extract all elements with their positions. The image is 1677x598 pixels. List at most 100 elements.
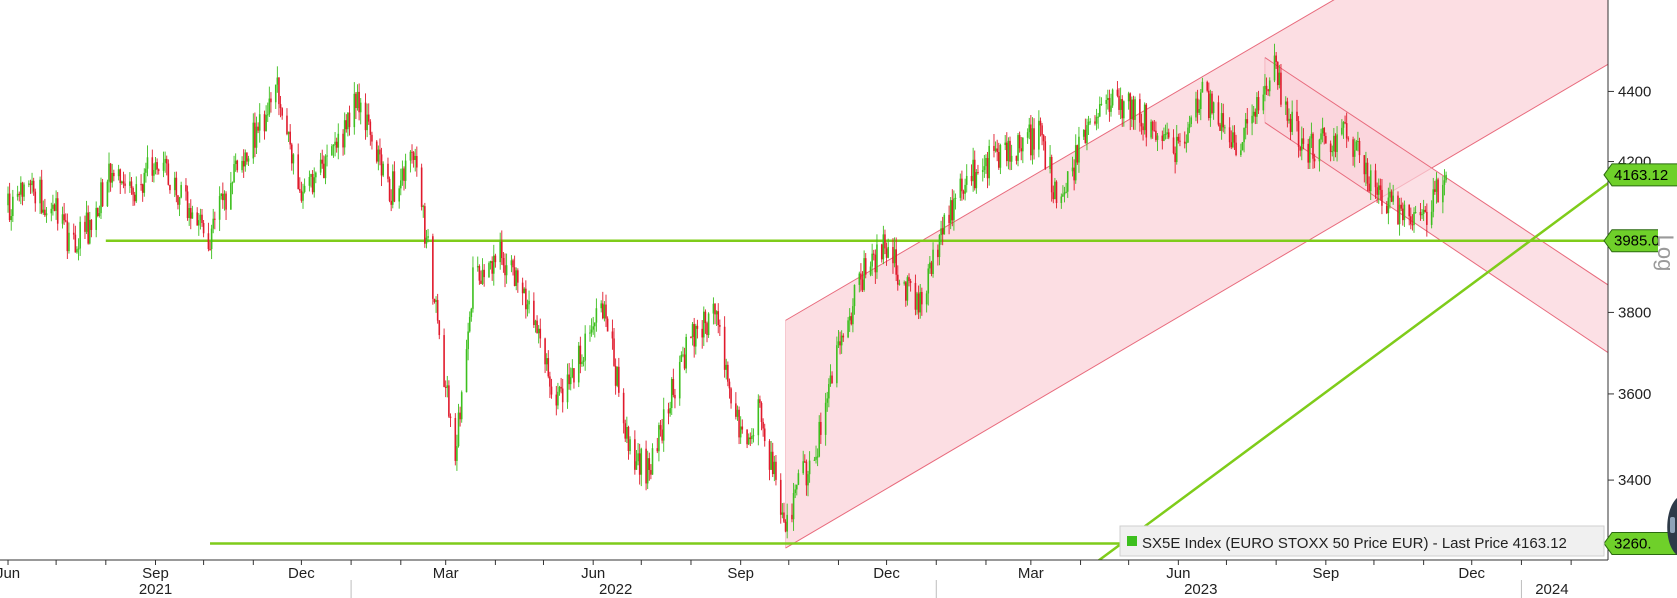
candle-body <box>1414 212 1417 214</box>
candle-body <box>1211 93 1213 114</box>
candle-body <box>268 98 271 115</box>
candle-body <box>808 460 811 475</box>
candle-body <box>1015 155 1018 161</box>
candle-body <box>1329 143 1332 152</box>
x-month-label: Sep <box>727 565 754 582</box>
x-month-label: Jun <box>581 565 605 582</box>
candle-body <box>276 77 279 85</box>
candle-body <box>715 311 718 315</box>
candle-body <box>153 169 155 176</box>
candle-body <box>629 439 631 452</box>
candle-body <box>618 366 620 393</box>
candle-body <box>1224 127 1226 129</box>
candle-body <box>154 162 157 170</box>
candle-body <box>391 171 394 205</box>
candle-body <box>690 336 692 338</box>
candle-body <box>20 182 22 195</box>
candle-body <box>954 197 957 199</box>
candle-body <box>1244 119 1247 128</box>
candle-body <box>1017 135 1019 161</box>
candle-body <box>547 358 550 377</box>
candle-body <box>1392 195 1394 202</box>
candle-body <box>246 152 248 162</box>
candle-body <box>1437 179 1439 203</box>
candle-body <box>1419 212 1422 216</box>
candle-body <box>270 98 272 103</box>
candle-body <box>860 273 862 280</box>
candle-body <box>244 152 247 167</box>
candle-body <box>117 169 120 177</box>
candle-body <box>1397 195 1399 225</box>
candle-body <box>1042 135 1045 142</box>
candle-body <box>730 388 732 404</box>
candle-body <box>1098 104 1101 117</box>
candle-body <box>135 184 138 202</box>
candle-body <box>775 461 777 480</box>
scroll-handle[interactable] <box>1667 498 1677 555</box>
candle-body <box>1408 204 1411 217</box>
candle-body <box>725 364 728 370</box>
candle-body <box>869 266 872 275</box>
candle-body <box>582 360 585 362</box>
candle-body <box>634 439 636 470</box>
candle-body <box>388 178 391 201</box>
candle-body <box>840 335 843 346</box>
candle-body <box>622 392 625 424</box>
candle-body <box>914 282 917 310</box>
candle-body <box>220 193 223 197</box>
candle-body <box>577 345 580 383</box>
candle-body <box>96 207 99 216</box>
candle-body <box>1430 211 1433 225</box>
candle-body <box>436 299 439 321</box>
candle-body <box>794 489 796 494</box>
candle-body <box>645 448 647 484</box>
candle-body <box>492 255 495 274</box>
candle-body <box>521 282 524 294</box>
candle-body <box>444 386 447 388</box>
candle-body <box>64 220 67 222</box>
candle-body <box>1082 129 1085 137</box>
candle-body <box>1022 137 1024 152</box>
candle-body <box>1355 141 1358 151</box>
candle-body <box>1442 184 1444 203</box>
candle-body <box>324 156 327 179</box>
candle-body <box>300 190 303 201</box>
candle-body <box>23 184 25 197</box>
candle-body <box>943 214 946 235</box>
candle-body <box>1007 140 1010 162</box>
candle-body <box>760 403 763 422</box>
candle-body <box>975 172 978 189</box>
candle-body <box>1323 128 1326 137</box>
candle-body <box>512 260 514 268</box>
candle-body <box>746 429 748 445</box>
candle-body <box>494 255 497 263</box>
candle-body <box>364 102 367 131</box>
candle-body <box>672 379 675 395</box>
candle-body <box>1251 115 1253 124</box>
candle-body <box>997 152 1000 168</box>
candle-body <box>180 185 182 198</box>
candle-body <box>356 91 359 108</box>
candle-body <box>480 280 482 284</box>
candle-body <box>377 149 380 162</box>
candle-body <box>1030 124 1032 156</box>
candle-body <box>768 441 771 470</box>
candle-body <box>1289 118 1292 132</box>
candle-body <box>1062 194 1064 197</box>
candle-body <box>1246 119 1249 124</box>
x-year-label: 2022 <box>599 581 632 598</box>
candle-body <box>638 453 641 475</box>
candle-body <box>1212 102 1215 114</box>
candle-body <box>254 122 256 148</box>
candle-body <box>661 429 663 441</box>
candle-body <box>1312 133 1314 159</box>
candle-body <box>864 258 867 275</box>
candle-body <box>100 182 102 214</box>
candle-body <box>611 331 614 339</box>
candle-body <box>826 398 829 403</box>
candle-body <box>222 193 224 201</box>
candle-body <box>478 266 481 281</box>
candle-body <box>1190 117 1192 124</box>
candle-body <box>791 514 793 520</box>
last-price-tag-box <box>1603 163 1677 187</box>
